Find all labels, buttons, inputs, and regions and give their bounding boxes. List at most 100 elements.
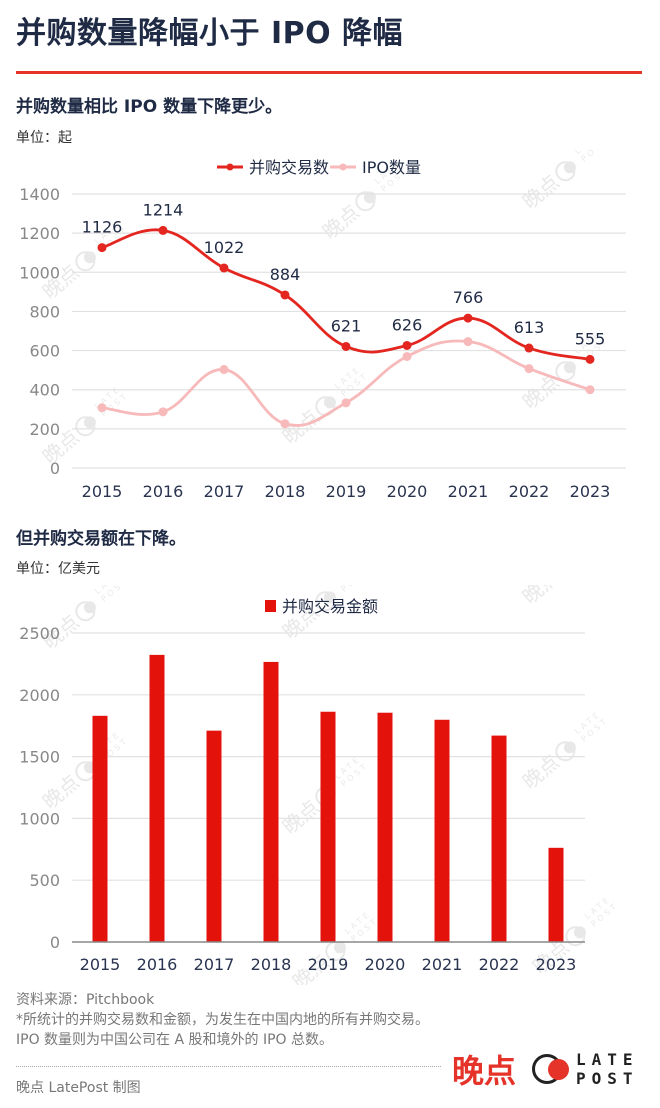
data-point (341, 341, 351, 351)
data-point (219, 365, 229, 375)
y-tick-label: 400 (29, 381, 60, 400)
legend-label: 并购交易金额 (282, 597, 378, 616)
data-point (280, 290, 290, 300)
svg-text:POST: POST (339, 585, 370, 594)
bar-chart-unit: 单位：亿美元 (16, 561, 100, 577)
svg-text:晚点: 晚点 (518, 585, 564, 609)
bar (434, 719, 450, 942)
series-line (101, 228, 591, 361)
data-label: 884 (270, 265, 301, 284)
data-label: 613 (514, 318, 545, 337)
y-tick-label: 1000 (19, 809, 60, 828)
y-tick-label: 600 (29, 342, 60, 361)
data-label: 1214 (143, 200, 184, 219)
data-point (585, 354, 595, 364)
page-title: 并购数量降幅小于 IPO 降幅 (16, 16, 404, 51)
footer-notes: 资料来源：Pitchbook *所统计的并购交易数和金额，为发生在中国内地的所有… (16, 990, 429, 1050)
title-divider (16, 71, 642, 74)
y-tick-label: 1400 (19, 185, 60, 204)
x-tick-label: 2022 (479, 955, 520, 974)
data-label: 1126 (82, 218, 123, 237)
data-point (585, 385, 595, 395)
y-tick-label: 1500 (19, 748, 60, 767)
y-tick-label: 500 (29, 871, 60, 890)
data-point (219, 263, 229, 273)
data-point (280, 419, 290, 429)
bar (491, 735, 507, 942)
legend-square-icon (265, 600, 276, 612)
chart-legend: 并购交易数 IPO数量 (217, 158, 421, 177)
x-tick-label: 2017 (204, 482, 245, 501)
data-point (97, 403, 107, 413)
x-tick-label: 2016 (143, 482, 184, 501)
logo-en-line1: LATE (576, 1050, 639, 1069)
logo-en-text: LATE POST (576, 1050, 639, 1088)
credit-text: 晚点 LatePost 制图 (16, 1080, 141, 1096)
line-chart-subtitle: 并购数量相比 IPO 数量下降更少。 (16, 97, 283, 117)
data-label: 555 (575, 329, 606, 348)
x-tick-label: 2020 (387, 482, 428, 501)
note-text-1: *所统计的并购交易数和金额，为发生在中国内地的所有并购交易。 (16, 1012, 429, 1028)
logo-cn-text: 晚点 (452, 1052, 517, 1090)
data-label: 621 (331, 316, 362, 335)
source-text: 资料来源：Pitchbook (16, 992, 155, 1008)
y-tick-label: 2500 (19, 624, 60, 643)
data-label: 626 (392, 315, 423, 334)
bar-chart-subtitle: 但并购交易额在下降。 (16, 529, 186, 549)
bar (377, 712, 393, 942)
x-tick-label: 2021 (422, 955, 463, 974)
x-tick-label: 2016 (137, 955, 178, 974)
y-tick-label: 800 (29, 302, 60, 321)
x-tick-label: 2015 (82, 482, 123, 501)
chart-legend: 并购交易金额 (265, 597, 378, 616)
x-tick-label: 2018 (251, 955, 292, 974)
data-point (524, 343, 534, 353)
legend-label: IPO数量 (362, 158, 421, 177)
x-tick-label: 2017 (194, 955, 235, 974)
bar (263, 661, 279, 942)
line-chart-unit: 单位：起 (16, 130, 72, 146)
line-chart: 晚点LATEPOST晚点LATEPOST晚点LATEPOST晚点LATEPOST… (19, 150, 626, 501)
latepost-logo: 晚点 LATE POST (452, 1046, 652, 1094)
svg-text:POST: POST (579, 150, 610, 164)
data-point (402, 351, 412, 361)
x-tick-label: 2021 (448, 482, 489, 501)
data-point (463, 313, 473, 323)
data-point (158, 225, 168, 235)
footer-divider (16, 1066, 441, 1067)
y-tick-label: 2000 (19, 686, 60, 705)
bar (206, 730, 222, 942)
logo-en-line2: POST (576, 1069, 639, 1088)
y-tick-label: 0 (50, 933, 60, 952)
x-tick-label: 2020 (365, 955, 406, 974)
x-tick-label: 2019 (308, 955, 349, 974)
x-tick-label: 2023 (536, 955, 577, 974)
data-point (341, 398, 351, 408)
bar (92, 715, 108, 942)
bar (320, 711, 336, 942)
data-label: 1022 (204, 238, 245, 257)
logo-dot-icon (548, 1059, 569, 1080)
data-point (158, 407, 168, 417)
y-tick-label: 1200 (19, 224, 60, 243)
data-point (402, 340, 412, 350)
data-point (97, 243, 107, 253)
bar (548, 847, 564, 942)
y-tick-label: 0 (50, 459, 60, 478)
x-tick-label: 2023 (570, 482, 611, 501)
data-label: 766 (453, 288, 484, 307)
y-tick-label: 1000 (19, 263, 60, 282)
note-text-2: IPO 数量则为中国公司在 A 股和境外的 IPO 总数。 (16, 1032, 334, 1048)
x-tick-label: 2018 (265, 482, 306, 501)
data-point (463, 337, 473, 347)
x-tick-label: 2015 (80, 955, 121, 974)
y-tick-label: 200 (29, 420, 60, 439)
data-point (524, 364, 534, 374)
